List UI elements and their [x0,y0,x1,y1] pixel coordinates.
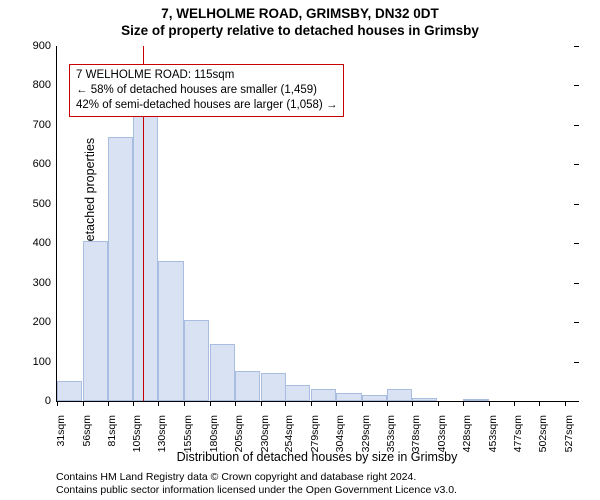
x-tick-label: 205sqm [233,415,245,452]
histogram-bar [285,385,310,401]
x-tick-label: 304sqm [334,415,346,452]
histogram-bar [387,389,412,401]
histogram-bar [210,344,235,401]
x-tick-label: 254sqm [283,415,295,452]
y-tick-mark [574,204,579,205]
x-tick-mark [489,401,490,406]
x-tick-mark [158,401,159,406]
footer-credits: Contains HM Land Registry data © Crown c… [0,471,600,498]
y-tick-mark [574,362,579,363]
x-tick-label: 130sqm [156,415,168,452]
y-tick-label: 800 [33,79,57,91]
y-tick-label: 300 [33,277,57,289]
y-tick-mark [574,85,579,86]
x-tick-mark [133,401,134,406]
x-tick-mark [336,401,337,406]
y-tick-mark [574,322,579,323]
y-tick-label: 400 [33,237,57,249]
x-tick-mark [210,401,211,406]
y-tick-mark [574,283,579,284]
annotation-line2: ← 58% of detached houses are smaller (1,… [76,83,337,98]
x-tick-mark [463,401,464,406]
histogram-bar [261,373,286,401]
y-tick-label: 500 [33,198,57,210]
annotation-line3: 42% of semi-detached houses are larger (… [76,98,337,113]
annotation-box: 7 WELHOLME ROAD: 115sqm ← 58% of detache… [69,64,344,117]
y-tick-mark [574,125,579,126]
histogram-bar [83,241,108,401]
x-tick-label: 428sqm [461,415,473,452]
x-tick-label: 155sqm [182,415,194,452]
y-tick-label: 0 [45,395,57,407]
chart-container: { "title_line1": "7, WELHOLME ROAD, GRIM… [0,0,600,500]
x-tick-mark [362,401,363,406]
y-tick-mark [574,243,579,244]
x-tick-mark [83,401,84,406]
x-tick-label: 378sqm [410,415,422,452]
x-tick-label: 527sqm [563,415,575,452]
footer-line1: Contains HM Land Registry data © Crown c… [56,471,600,485]
x-tick-label: 230sqm [259,415,271,452]
x-tick-label: 477sqm [512,415,524,452]
x-tick-mark [311,401,312,406]
x-tick-mark [108,401,109,406]
x-tick-label: 105sqm [131,415,143,452]
x-tick-label: 502sqm [537,415,549,452]
x-tick-mark [565,401,566,406]
y-tick-label: 100 [33,356,57,368]
plot-area: 7 WELHOLME ROAD: 115sqm ← 58% of detache… [56,46,578,402]
title-subtitle: Size of property relative to detached ho… [0,23,600,40]
histogram-bar [158,261,183,401]
x-tick-mark [184,401,185,406]
y-tick-mark [574,164,579,165]
x-tick-mark [387,401,388,406]
histogram-bar [133,105,158,401]
histogram-bar [235,371,260,401]
chart-titles: 7, WELHOLME ROAD, GRIMSBY, DN32 0DT Size… [0,0,600,40]
histogram-bar [412,398,437,401]
histogram-bar [463,399,488,401]
histogram-bar [336,393,361,401]
x-tick-mark [235,401,236,406]
x-tick-label: 279sqm [309,415,321,452]
x-axis-label: Distribution of detached houses by size … [56,450,578,464]
y-tick-label: 700 [33,119,57,131]
title-address: 7, WELHOLME ROAD, GRIMSBY, DN32 0DT [0,6,600,23]
x-tick-mark [57,401,58,406]
x-tick-label: 353sqm [385,415,397,452]
x-tick-mark [539,401,540,406]
x-tick-mark [438,401,439,406]
x-tick-label: 453sqm [487,415,499,452]
y-tick-label: 900 [33,40,57,52]
x-tick-label: 329sqm [360,415,372,452]
footer-line2: Contains public sector information licen… [56,484,600,498]
x-tick-label: 31sqm [55,415,67,447]
x-tick-mark [285,401,286,406]
x-tick-label: 403sqm [436,415,448,452]
histogram-bar [108,137,133,401]
y-tick-label: 600 [33,158,57,170]
x-tick-label: 56sqm [81,415,93,447]
y-tick-mark [574,46,579,47]
y-tick-mark [574,401,579,402]
x-tick-label: 180sqm [208,415,220,452]
x-tick-mark [412,401,413,406]
histogram-bar [57,381,82,401]
y-tick-label: 200 [33,316,57,328]
histogram-bar [311,389,336,401]
x-tick-label: 81sqm [106,415,118,447]
histogram-bar [184,320,209,401]
x-tick-mark [261,401,262,406]
histogram-bar [362,395,387,401]
x-tick-mark [514,401,515,406]
annotation-line1: 7 WELHOLME ROAD: 115sqm [76,68,337,83]
